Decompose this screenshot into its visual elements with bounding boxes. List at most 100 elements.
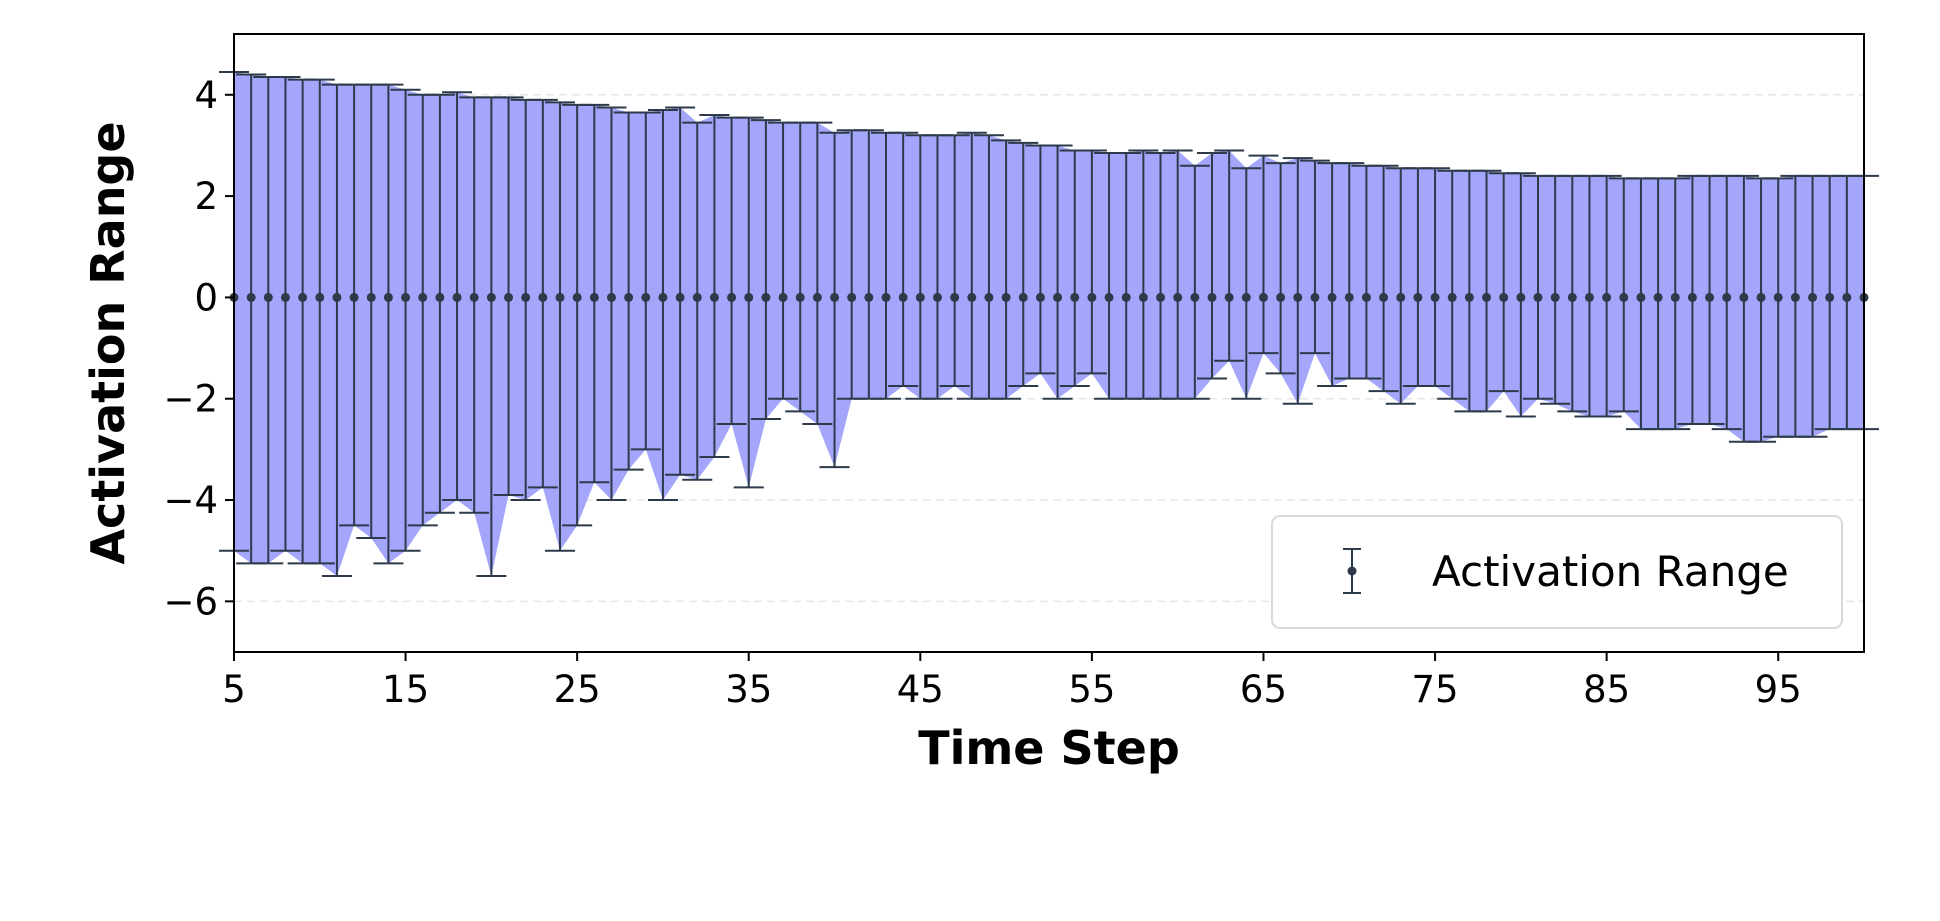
errorbar <box>665 106 696 476</box>
data-point <box>1001 292 1011 302</box>
errorbar <box>1351 164 1382 380</box>
x-tick-label: 55 <box>1068 668 1115 711</box>
y-tick-label: −2 <box>163 378 218 421</box>
data-point <box>521 292 531 302</box>
data-point <box>1550 292 1560 302</box>
errorbar <box>459 96 490 514</box>
data-point <box>1808 292 1818 302</box>
x-tick-label: 95 <box>1755 668 1802 711</box>
errorbar <box>733 116 764 489</box>
data-point <box>1087 292 1097 302</box>
errorbar <box>939 134 970 388</box>
data-point <box>1258 292 1268 302</box>
errorbar <box>1591 174 1622 418</box>
y-tick-label: −6 <box>163 580 218 623</box>
data-point <box>778 292 788 302</box>
errorbar <box>819 131 850 469</box>
data-point <box>435 292 445 302</box>
errorbar <box>373 83 404 565</box>
legend-entry-label: Activation Range <box>1432 547 1789 596</box>
x-tick-label: 45 <box>897 668 944 711</box>
data-point <box>1070 292 1080 302</box>
data-point <box>932 292 942 302</box>
errorbar <box>1299 159 1330 355</box>
data-point <box>1464 292 1474 302</box>
data-point <box>692 292 702 302</box>
errorbar <box>1334 162 1365 380</box>
data-point <box>315 292 325 302</box>
data-point <box>1790 292 1800 302</box>
data-point <box>401 292 411 302</box>
data-point <box>572 292 582 302</box>
errorbar <box>1248 154 1279 355</box>
legend-box <box>1271 515 1843 629</box>
data-point <box>1053 292 1063 302</box>
data-point <box>915 292 925 302</box>
data-point <box>847 292 857 302</box>
data-point <box>1670 292 1680 302</box>
data-point <box>1379 292 1389 302</box>
x-tick-label: 5 <box>222 668 246 711</box>
y-axis-ticks: 4 2 0 −2 −4 −6 <box>163 74 234 623</box>
errorbar <box>442 91 473 502</box>
errorbar <box>321 83 352 578</box>
data-point <box>1482 292 1492 302</box>
data-point <box>1653 292 1663 302</box>
data-point <box>898 292 908 302</box>
data-point <box>1327 292 1337 302</box>
data-point <box>298 292 308 302</box>
errorbar <box>424 93 455 514</box>
data-point <box>1104 292 1114 302</box>
y-tick-label: 2 <box>194 175 218 218</box>
data-point <box>1533 292 1543 302</box>
errorbar <box>1282 157 1313 405</box>
data-point <box>1018 292 1028 302</box>
errorbar <box>1231 167 1262 400</box>
errorbar <box>1420 167 1451 388</box>
data-point <box>812 292 822 302</box>
data-point <box>795 292 805 302</box>
data-point <box>452 292 462 302</box>
data-point <box>881 292 891 302</box>
data-point <box>1739 292 1749 302</box>
errorbar <box>1179 164 1210 400</box>
data-point <box>606 292 616 302</box>
errorbar <box>1265 162 1296 375</box>
data-point <box>486 292 496 302</box>
errorbar <box>1368 164 1399 393</box>
data-point <box>1276 292 1286 302</box>
errorbar <box>527 98 558 489</box>
data-point <box>246 292 256 302</box>
errorbar <box>493 96 524 496</box>
data-point <box>761 292 771 302</box>
data-point <box>1584 292 1594 302</box>
errorbar <box>356 83 387 540</box>
x-tick-label: 25 <box>554 668 601 711</box>
errorbar <box>1660 177 1691 431</box>
errorbar <box>270 76 301 552</box>
data-point <box>1499 292 1509 302</box>
data-point <box>366 292 376 302</box>
data-point <box>332 292 342 302</box>
errorbar <box>545 101 575 552</box>
x-axis-ticks: 5 15 25 35 45 55 65 75 85 95 <box>222 652 1802 711</box>
data-point <box>1722 292 1732 302</box>
data-point <box>1173 292 1183 302</box>
errorbar <box>750 119 781 420</box>
data-point <box>1773 292 1783 302</box>
data-point <box>830 292 840 302</box>
data-point <box>1756 292 1766 302</box>
errorbar <box>1471 169 1502 413</box>
data-point <box>984 292 994 302</box>
errorbar <box>1694 174 1725 426</box>
errorbar <box>304 78 335 565</box>
data-point <box>555 292 565 302</box>
errorbar <box>390 88 421 552</box>
data-point <box>1687 292 1697 302</box>
errorbar <box>699 114 730 458</box>
data-point <box>504 292 514 302</box>
data-point <box>1207 292 1217 302</box>
data-point <box>1825 292 1835 302</box>
